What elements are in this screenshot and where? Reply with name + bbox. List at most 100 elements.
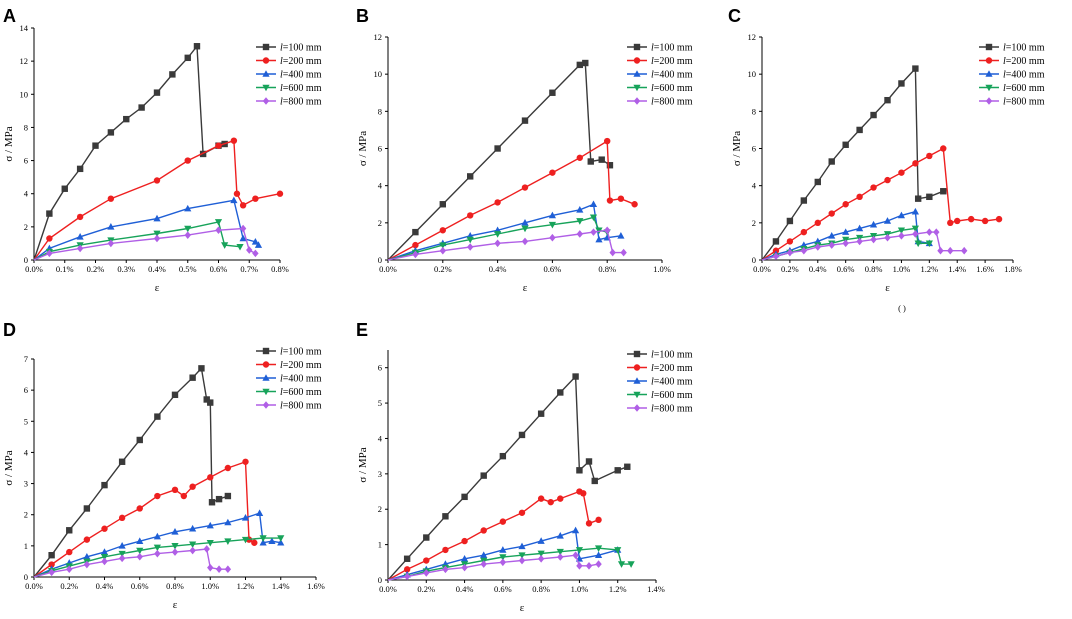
legend-entry: l=800 mm bbox=[627, 97, 693, 108]
data-point bbox=[241, 514, 250, 521]
x-tick-label: 0.4% bbox=[148, 264, 166, 274]
data-point bbox=[221, 242, 229, 249]
series-400mm bbox=[33, 509, 285, 578]
data-point bbox=[48, 568, 55, 577]
data-point bbox=[898, 80, 905, 87]
series-600mm bbox=[33, 219, 244, 261]
series-200mm bbox=[33, 137, 284, 261]
data-point bbox=[76, 233, 84, 240]
data-point bbox=[518, 431, 526, 439]
x-tick-label: 0.8% bbox=[865, 264, 883, 274]
series-line bbox=[33, 366, 229, 578]
data-point bbox=[547, 498, 554, 506]
data-point bbox=[609, 248, 616, 257]
y-tick-label: 0 bbox=[24, 255, 28, 265]
legend-entry: l=100 mm bbox=[627, 43, 693, 54]
data-point bbox=[403, 572, 411, 581]
chart-panel-e: E 0.0% 0.2% 0.4% 0.6% 0.8% 1.0% 1.2% 1.4% 0 1 2 3 4 5 6… bbox=[356, 320, 693, 614]
legend-label: l=200 mm bbox=[651, 56, 693, 67]
legend-entry: l=800 mm bbox=[627, 404, 693, 415]
data-point bbox=[61, 185, 68, 192]
data-point bbox=[439, 242, 447, 249]
data-point bbox=[154, 413, 161, 420]
data-point bbox=[884, 176, 891, 184]
y-tick-label: 8 bbox=[24, 122, 28, 132]
data-point bbox=[442, 565, 449, 574]
legend-entry: l=800 mm bbox=[256, 401, 322, 412]
y-tick-label: 7 bbox=[24, 354, 28, 364]
data-point bbox=[83, 560, 91, 569]
data-point bbox=[575, 547, 584, 554]
y-tick-label: 1 bbox=[24, 541, 28, 551]
data-point bbox=[595, 235, 603, 243]
legend-label: l=400 mm bbox=[280, 70, 322, 81]
data-point bbox=[595, 560, 602, 568]
data-point bbox=[585, 458, 593, 465]
data-point bbox=[557, 553, 564, 561]
series-line bbox=[33, 548, 228, 578]
legend-marker bbox=[633, 97, 641, 105]
series-line bbox=[33, 199, 260, 261]
data-point bbox=[203, 545, 210, 553]
legend-label: l=600 mm bbox=[651, 83, 693, 94]
data-point bbox=[153, 177, 161, 184]
data-point bbox=[184, 157, 191, 164]
data-point bbox=[556, 531, 564, 539]
data-point bbox=[224, 492, 232, 500]
y-tick-label: 2 bbox=[378, 504, 382, 514]
y-tick-label: 2 bbox=[378, 218, 382, 228]
x-tick-label: 0.8% bbox=[532, 584, 550, 594]
legend-marker bbox=[262, 97, 270, 105]
data-point bbox=[215, 142, 222, 149]
data-point bbox=[230, 196, 238, 204]
legend-marker bbox=[985, 84, 993, 92]
data-point bbox=[518, 556, 526, 565]
series-800mm bbox=[387, 226, 627, 261]
data-point bbox=[624, 463, 631, 470]
stray-mark: ( ) bbox=[898, 303, 906, 313]
legend-entry: l=400 mm bbox=[627, 70, 693, 81]
data-point bbox=[933, 228, 940, 236]
y-tick-label: 4 bbox=[752, 181, 757, 191]
data-point bbox=[251, 237, 259, 245]
legend-entry: l=400 mm bbox=[627, 377, 693, 388]
data-point bbox=[252, 195, 259, 202]
data-point bbox=[499, 558, 507, 567]
data-point bbox=[153, 532, 161, 540]
y-axis-label: σ / MPa bbox=[357, 447, 369, 482]
data-point bbox=[518, 509, 526, 516]
data-point bbox=[576, 218, 584, 225]
data-point bbox=[800, 246, 808, 255]
data-point bbox=[423, 534, 430, 541]
x-tick-label: 0.2% bbox=[60, 581, 78, 591]
data-point bbox=[556, 548, 564, 556]
data-point bbox=[242, 458, 249, 465]
data-point bbox=[842, 141, 849, 148]
data-point bbox=[439, 246, 446, 255]
y-tick-label: 0 bbox=[378, 575, 382, 585]
data-point bbox=[926, 193, 933, 201]
data-point bbox=[101, 557, 108, 566]
data-point bbox=[598, 156, 605, 163]
data-point bbox=[154, 549, 161, 558]
data-point bbox=[83, 552, 91, 560]
legend-label: l=800 mm bbox=[1003, 97, 1045, 108]
legend-label: l=200 mm bbox=[651, 363, 693, 374]
y-tick-label: 12 bbox=[374, 32, 383, 42]
data-point bbox=[153, 230, 161, 238]
data-point bbox=[537, 554, 545, 563]
x-axis-label: ε bbox=[173, 599, 178, 611]
series-100mm bbox=[387, 59, 614, 261]
data-point bbox=[606, 162, 614, 169]
data-point bbox=[138, 104, 145, 111]
y-tick-label: 10 bbox=[748, 69, 757, 79]
panel-letter: E bbox=[356, 320, 368, 340]
series-800mm bbox=[387, 551, 602, 581]
data-point bbox=[521, 184, 529, 191]
data-point bbox=[224, 565, 232, 574]
series-line bbox=[33, 537, 281, 578]
data-point bbox=[467, 243, 474, 251]
data-point bbox=[76, 165, 84, 173]
data-point bbox=[620, 248, 627, 257]
data-point bbox=[572, 551, 579, 560]
